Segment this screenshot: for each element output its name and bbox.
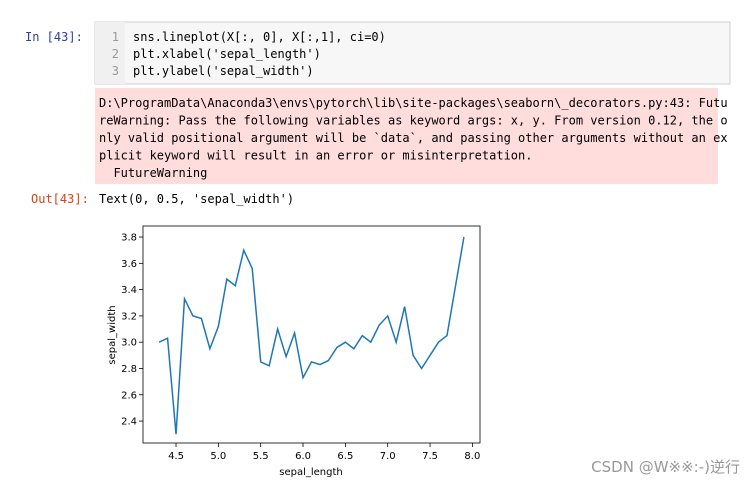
warning-line: reWarning: Pass the following variables …: [99, 114, 728, 128]
x-tick-label: 7.5: [422, 451, 438, 462]
x-tick-label: 6.0: [295, 451, 311, 462]
y-tick-label: 3.2: [121, 311, 137, 322]
y-tick-label: 3.6: [121, 259, 137, 270]
watermark: CSDN @W※※:-)逆行: [591, 458, 740, 476]
code-line: plt.xlabel('sepal_length'): [133, 47, 321, 61]
x-tick-label: 6.5: [337, 451, 353, 462]
line-number: 3: [112, 64, 119, 78]
x-axis-label: sepal_length: [279, 467, 343, 478]
x-tick-label: 4.5: [168, 451, 184, 462]
code-cell[interactable]: [94, 21, 731, 85]
y-tick-label: 2.8: [121, 364, 137, 375]
y-axis-label: sepal_width: [107, 305, 118, 364]
warning-line: nly valid positional argument will be `d…: [99, 131, 728, 145]
input-prompt: In [43]:: [25, 30, 83, 44]
output-text: Text(0, 0.5, 'sepal_width'): [99, 192, 294, 206]
warning-line: FutureWarning: [99, 166, 207, 180]
output-prompt: Out[43]:: [31, 192, 89, 206]
y-tick-label: 2.6: [121, 390, 137, 401]
y-tick-label: 2.4: [121, 417, 137, 428]
line-number: 1: [112, 30, 119, 44]
y-tick-label: 3.0: [121, 338, 137, 349]
x-tick-label: 7.0: [380, 451, 396, 462]
x-tick-label: 5.5: [253, 451, 269, 462]
warning-line: D:\ProgramData\Anaconda3\envs\pytorch\li…: [99, 96, 728, 110]
line-number: 2: [112, 47, 119, 61]
warning-line: plicit keyword will result in an error o…: [99, 149, 532, 163]
x-tick-label: 8.0: [464, 451, 480, 462]
code-line: sns.lineplot(X[:, 0], X[:,1], ci=0): [133, 30, 386, 44]
warning-box: [95, 88, 718, 184]
data-line: [158, 236, 465, 435]
y-tick-label: 3.8: [121, 233, 137, 244]
x-tick-label: 5.0: [210, 451, 226, 462]
y-tick-label: 3.4: [121, 285, 137, 296]
plot-frame: [142, 225, 481, 444]
gutter: [95, 22, 125, 84]
code-line: plt.ylabel('sepal_width'): [133, 64, 314, 78]
